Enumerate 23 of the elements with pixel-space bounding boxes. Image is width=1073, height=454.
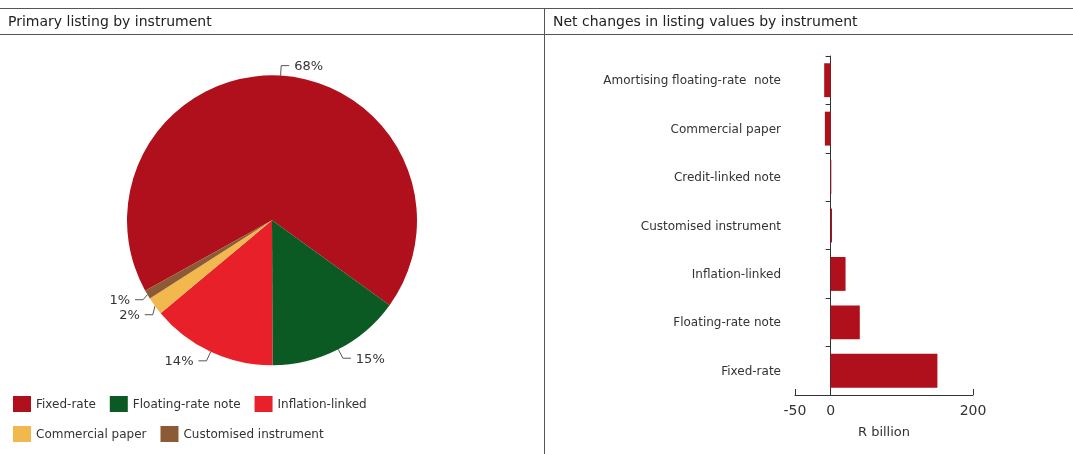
y-tick-label: Credit-linked note	[673, 170, 781, 185]
y-tick-label: Commercial paper	[670, 121, 782, 136]
legend-label: Customised instrument	[183, 427, 324, 441]
legend-label: Commercial paper	[36, 427, 147, 441]
x-tick-label: -50	[783, 402, 807, 418]
legend-label: Inflation-linked	[277, 397, 367, 411]
x-axis-title: R billion	[857, 424, 911, 439]
data-label: 15%	[355, 350, 385, 366]
x-tick-label: 0	[826, 402, 836, 418]
data-label: 14%	[164, 353, 194, 369]
legend-label: Floating-rate note	[132, 397, 241, 411]
y-tick-label: Customised instrument	[640, 218, 782, 233]
data-label: 68%	[294, 58, 324, 74]
chart-title: Net changes in listing values by instrument	[545, 9, 1073, 35]
x-tick-label: 200	[959, 402, 987, 418]
y-tick-label: Fixed-rate	[721, 363, 781, 378]
data-label: 2%	[119, 307, 140, 323]
y-tick-label: Inflation-linked	[691, 266, 781, 281]
legend-label: Fixed-rate	[36, 397, 96, 411]
y-tick-label: Floating-rate note	[673, 315, 781, 330]
data-label: 1%	[109, 292, 131, 308]
chart-title: Primary listing by instrument	[0, 9, 544, 35]
y-tick-label: Amortising floating-rate note	[603, 73, 781, 88]
